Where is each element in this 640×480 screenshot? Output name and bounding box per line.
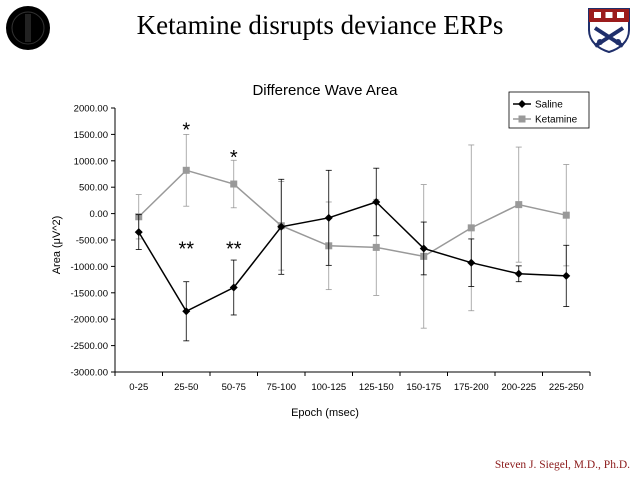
chart-title: Difference Wave Area xyxy=(252,82,398,99)
legend-label: Saline xyxy=(535,100,563,111)
y-tick-label: -2500.00 xyxy=(70,341,108,352)
y-tick-label: -1000.00 xyxy=(70,262,108,273)
data-point xyxy=(419,244,428,253)
y-tick-label: -2000.00 xyxy=(70,315,108,326)
y-tick-label: 1500.00 xyxy=(74,130,108,141)
x-tick-label: 200-225 xyxy=(501,382,536,393)
slide-title: Ketamine disrupts deviance ERPs xyxy=(136,10,504,40)
data-point xyxy=(372,243,380,251)
x-tick-label: 150-175 xyxy=(406,382,441,393)
series-saline xyxy=(134,167,571,342)
university-shield-crest-icon xyxy=(586,6,632,54)
x-tick-label: 0-25 xyxy=(129,382,148,393)
x-tick-label: 125-150 xyxy=(359,382,394,393)
x-tick-label: 50-75 xyxy=(222,382,246,393)
chart-legend: Saline Ketamine xyxy=(508,91,590,129)
series-layer xyxy=(134,133,571,342)
annotation-layer: **** ** xyxy=(178,119,241,260)
data-point xyxy=(182,307,191,316)
dark-circular-seal-icon xyxy=(4,4,52,52)
data-point xyxy=(467,258,476,267)
significance-marker: ** xyxy=(178,238,194,260)
x-axis-label: Epoch (msec) xyxy=(291,407,359,419)
y-tick-label: 1000.00 xyxy=(74,156,108,167)
data-point xyxy=(514,269,523,278)
series-line xyxy=(138,169,567,258)
y-tick-label: 2000.00 xyxy=(74,104,108,115)
series-line xyxy=(138,201,567,313)
data-point xyxy=(182,166,190,174)
significance-marker: * xyxy=(230,147,238,169)
data-point xyxy=(277,222,286,231)
data-point xyxy=(229,283,238,292)
data-point xyxy=(134,228,143,237)
significance-marker: ** xyxy=(226,238,242,260)
data-point xyxy=(467,224,475,232)
y-tick-label: 500.00 xyxy=(79,183,108,194)
data-point xyxy=(515,201,523,209)
y-tick-label: 0.00 xyxy=(90,209,109,220)
y-axis-label: Area (μV^2) xyxy=(51,216,63,275)
data-point xyxy=(562,271,571,280)
x-tick-label: 25-50 xyxy=(174,382,198,393)
x-tick-label: 75-100 xyxy=(266,382,296,393)
data-point xyxy=(562,211,570,219)
y-tick-label: -1500.00 xyxy=(70,288,108,299)
data-point xyxy=(372,197,381,206)
legend-marker xyxy=(518,100,526,108)
data-point xyxy=(324,213,333,222)
legend-label: Ketamine xyxy=(535,115,578,126)
x-tick-label: 100-125 xyxy=(311,382,346,393)
y-tick-label: -3000.00 xyxy=(70,368,108,379)
significance-marker: * xyxy=(182,119,190,141)
series-ketamine xyxy=(135,133,570,329)
data-point xyxy=(230,180,238,188)
legend-marker xyxy=(518,115,526,123)
axes: 2000.00 1500.00 1000.00 500.00 0.00 -500.00 -1… xyxy=(70,104,591,393)
y-tick-label: -500.00 xyxy=(76,236,108,247)
presenter-credit: Steven J. Siegel, M.D., Ph.D. xyxy=(494,459,630,471)
x-tick-label: 175-200 xyxy=(454,382,489,393)
x-tick-label: 225-250 xyxy=(549,382,584,393)
